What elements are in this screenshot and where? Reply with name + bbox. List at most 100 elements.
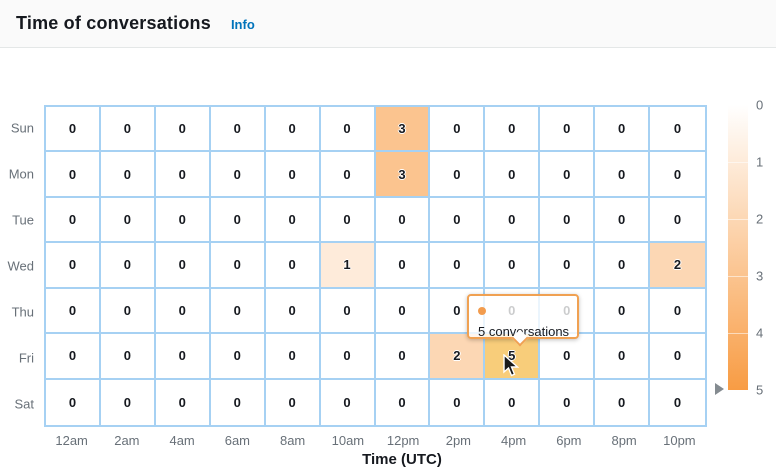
x-axis-label: 8pm xyxy=(611,433,637,448)
heatmap-cell[interactable]: 0 xyxy=(155,197,211,244)
heatmap-cell[interactable]: 0 xyxy=(265,152,321,198)
x-axis: 12am 2am 4am 6am 8am 10am 12pm 2pm 4pm 6pm 8pm 10pm xyxy=(44,433,707,448)
heatmap-cell[interactable]: 0 xyxy=(595,288,651,335)
heatmap-cell[interactable]: 0 xyxy=(595,243,651,289)
heatmap-cell[interactable]: 0 xyxy=(100,197,156,244)
heatmap-cell[interactable]: 0 xyxy=(650,334,705,380)
heatmap-cell[interactable]: 0 xyxy=(485,379,541,425)
x-axis-label: 2am xyxy=(114,433,140,448)
heatmap-cell[interactable]: 0 xyxy=(46,334,101,380)
heatmap-cell[interactable]: 0 xyxy=(100,288,156,335)
heatmap-cell[interactable]: 0 xyxy=(375,334,431,380)
heatmap-cell[interactable]: 0 xyxy=(155,379,211,425)
page-title: Time of conversations xyxy=(16,13,211,33)
heatmap-cell[interactable]: 0 xyxy=(540,107,596,153)
heatmap-cell[interactable]: 0 xyxy=(155,152,211,198)
heatmap-cell[interactable]: 0 xyxy=(46,288,101,335)
heatmap-cell[interactable]: 0 xyxy=(375,288,431,335)
heatmap-cell[interactable]: 0 xyxy=(210,197,266,244)
series-dot-icon xyxy=(478,307,486,315)
heatmap-cell[interactable]: 0 xyxy=(46,152,101,198)
x-axis-label: 6pm xyxy=(556,433,582,448)
heatmap-cell[interactable]: 0 xyxy=(155,288,211,335)
heatmap-cell[interactable]: 0 xyxy=(595,197,651,244)
heatmap-cell[interactable]: 0 xyxy=(430,379,486,425)
heatmap-cell[interactable]: 0 xyxy=(430,152,486,198)
x-axis-label: 12am xyxy=(55,433,88,448)
info-link[interactable]: Info xyxy=(230,17,255,32)
heatmap-cell[interactable]: 0 xyxy=(46,107,101,153)
heatmap-cell[interactable]: 0 xyxy=(265,288,321,335)
heatmap-cell[interactable]: 0 xyxy=(155,334,211,380)
y-axis-label: Mon xyxy=(8,166,34,182)
heatmap-cell[interactable]: 0 xyxy=(430,197,486,244)
heatmap-cell[interactable]: 0 xyxy=(595,107,651,153)
heatmap-cell[interactable]: 0 xyxy=(540,334,596,380)
tooltip-text: 5 conversations xyxy=(478,324,570,339)
heatmap-cell[interactable]: 0 xyxy=(46,379,101,425)
heatmap-cell[interactable]: 0 xyxy=(485,152,541,198)
heatmap-cell[interactable]: 0 xyxy=(375,197,431,244)
heatmap-cell[interactable]: 3 xyxy=(375,107,431,153)
heatmap-cell[interactable]: 0 xyxy=(46,243,101,289)
heatmap-cell[interactable]: 0 xyxy=(320,197,376,244)
heatmap-cell[interactable]: 0 xyxy=(595,379,651,425)
heatmap-cell[interactable]: 0 xyxy=(375,243,431,289)
heatmap-cell[interactable]: 0 xyxy=(210,379,266,425)
heatmap-cell[interactable]: 0 xyxy=(320,334,376,380)
heatmap-cell[interactable]: 0 xyxy=(485,243,541,289)
heatmap-cell[interactable]: 0 xyxy=(650,152,705,198)
heatmap-cell[interactable]: 0 xyxy=(485,107,541,153)
heatmap-cell[interactable]: 0 xyxy=(265,197,321,244)
legend-tick-label: 2 xyxy=(756,211,764,227)
heatmap-cell[interactable]: 0 xyxy=(320,288,376,335)
heatmap-cell[interactable]: 0 xyxy=(650,197,705,244)
heatmap-cell[interactable]: 0 xyxy=(430,243,486,289)
legend-divider xyxy=(728,219,748,220)
heatmap-cell[interactable]: 0 xyxy=(155,107,211,153)
heatmap-cell[interactable]: 0 xyxy=(46,197,101,244)
heatmap-cell[interactable]: 0 xyxy=(210,243,266,289)
heatmap-cell[interactable]: 0 xyxy=(595,334,651,380)
heatmap-cell[interactable]: 0 xyxy=(650,107,705,153)
heatmap-cell[interactable]: 0 xyxy=(210,288,266,335)
heatmap-cell[interactable]: 0 xyxy=(320,152,376,198)
heatmap-cell[interactable]: 0 xyxy=(265,334,321,380)
heatmap-cell[interactable]: 1 xyxy=(320,243,376,289)
heatmap-cell[interactable]: 0 xyxy=(100,107,156,153)
heatmap-cell[interactable]: 0 xyxy=(210,107,266,153)
heatmap-cell[interactable]: 0 xyxy=(540,152,596,198)
heatmap-cell[interactable]: 0 xyxy=(210,152,266,198)
heatmap-cell[interactable]: 0 xyxy=(265,379,321,425)
heatmap-cell[interactable]: 0 xyxy=(100,379,156,425)
legend-tick-label: 1 xyxy=(756,154,764,170)
heatmap-cell[interactable]: 2 xyxy=(650,243,705,289)
heatmap-cell[interactable]: 0 xyxy=(595,152,651,198)
heatmap-cell[interactable]: 0 xyxy=(320,379,376,425)
x-axis-label: 6am xyxy=(224,433,251,448)
heatmap-cell[interactable]: 0 xyxy=(265,107,321,153)
heatmap-cell[interactable]: 0 xyxy=(485,197,541,244)
heatmap-cell[interactable]: 2 xyxy=(430,334,486,380)
heatmap-cell[interactable]: 0 xyxy=(155,243,211,289)
heatmap-cell[interactable]: 0 xyxy=(320,107,376,153)
cursor-icon xyxy=(503,354,520,377)
heatmap-cell[interactable]: 0 xyxy=(540,197,596,244)
y-axis-label: Fri xyxy=(18,350,34,366)
heatmap-cell[interactable]: 0 xyxy=(100,243,156,289)
heatmap-cell[interactable]: 0 xyxy=(430,107,486,153)
heatmap-cell[interactable]: 0 xyxy=(540,243,596,289)
y-axis: Sun Mon Tue Wed Thu Fri Sat xyxy=(0,105,36,427)
heatmap-cell[interactable]: 0 xyxy=(650,379,705,425)
heatmap-cell[interactable]: 0 xyxy=(265,243,321,289)
heatmap-cell[interactable]: 0 xyxy=(650,288,705,335)
x-axis-label: 10am xyxy=(331,433,365,448)
heatmap-cell[interactable]: 0 xyxy=(540,379,596,425)
heatmap-cell[interactable]: 3 xyxy=(375,152,431,198)
x-axis-label: 4pm xyxy=(500,433,527,448)
heatmap-cell[interactable]: 0 xyxy=(375,379,431,425)
heatmap-cell[interactable]: 0 xyxy=(210,334,266,380)
heatmap-cell[interactable]: 0 xyxy=(100,152,156,198)
heatmap-cell[interactable]: 0 xyxy=(100,334,156,380)
